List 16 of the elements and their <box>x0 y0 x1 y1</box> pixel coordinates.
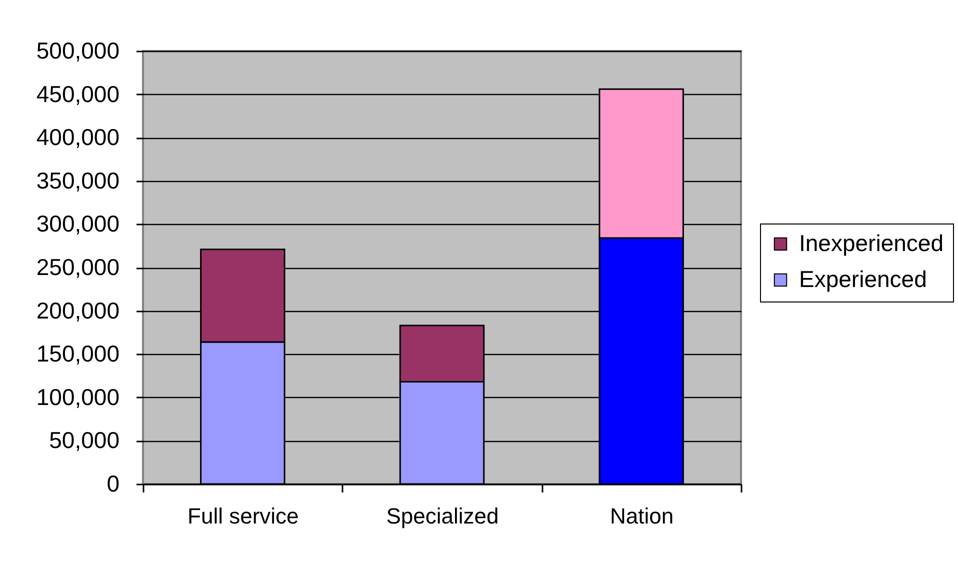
x-tick-label: Nation <box>610 504 674 528</box>
y-tick-label: 200,000 <box>36 297 120 324</box>
y-tick-label: 0 <box>106 470 120 496</box>
y-tick-label: 400,000 <box>36 124 120 150</box>
x-tick-label: Specialized <box>386 504 499 528</box>
y-tick-label: 300,000 <box>36 210 120 237</box>
y-tick-label: 450,000 <box>36 80 120 107</box>
y-tick-label: 250,000 <box>36 254 120 280</box>
y-tick-label: 50,000 <box>49 427 120 454</box>
x-tick-label: Full service <box>188 504 299 528</box>
y-tick-label: 150,000 <box>36 340 120 367</box>
y-tick-label: 500,000 <box>36 38 120 64</box>
legend-label: Inexperienced <box>799 230 944 256</box>
y-tick-label: 350,000 <box>36 167 120 194</box>
legend-label: Experienced <box>799 266 927 292</box>
y-tick-label: 100,000 <box>36 384 120 410</box>
